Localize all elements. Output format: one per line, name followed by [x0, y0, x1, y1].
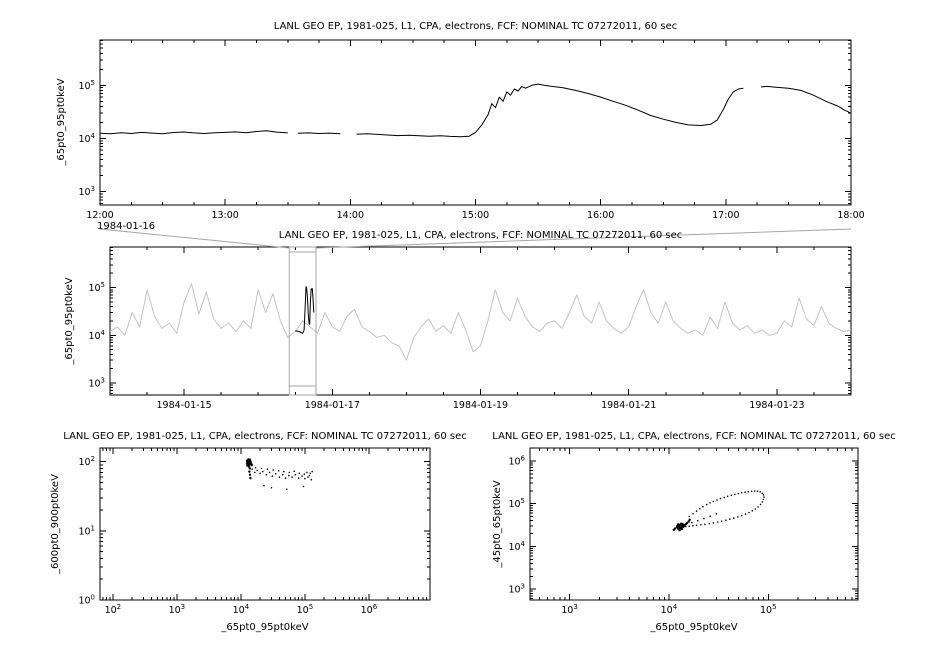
- inner_streak: [691, 513, 718, 524]
- context-timeseries-group: 1984-01-15 1984-01-17 1984-01-19 1984-01-21…: [88, 246, 852, 411]
- selected_segment_flux-line: [295, 286, 315, 334]
- svg-text:13:00: 13:00: [211, 210, 238, 221]
- svg-text:105: 105: [297, 603, 314, 616]
- plot-frame: [109, 246, 852, 396]
- svg-text:103: 103: [508, 583, 525, 596]
- svg-text:12:00: 12:00: [86, 210, 113, 221]
- zoom-connector-right: [315, 228, 852, 249]
- plot3-ylabel: _600pt0_900pt0keV: [50, 474, 61, 574]
- plot2-title: LANL GEO EP, 1981-025, L1, CPA, electron…: [278, 230, 683, 241]
- svg-text:104: 104: [233, 603, 250, 616]
- svg-text:104: 104: [661, 603, 678, 616]
- svg-text:106: 106: [508, 454, 525, 467]
- svg-text:105: 105: [760, 603, 777, 616]
- svg-text:103: 103: [78, 185, 95, 198]
- plot2-ylabel: _65pt0_95pt0keV: [64, 277, 75, 365]
- svg-text:100: 100: [78, 594, 95, 607]
- svg-text:15:00: 15:00: [462, 210, 489, 221]
- svg-text:104: 104: [88, 329, 105, 342]
- flux_65_95keV-line: [99, 83, 852, 138]
- plot1-title: LANL GEO EP, 1981-025, L1, CPA, electron…: [273, 21, 678, 32]
- zoom-connector-left: [99, 228, 290, 249]
- svg-text:14:00: 14:00: [337, 210, 364, 221]
- svg-text:1984-01-21: 1984-01-21: [601, 400, 656, 411]
- svg-text:101: 101: [78, 524, 95, 537]
- svg-text:18:00: 18:00: [837, 210, 864, 221]
- svg-text:105: 105: [78, 79, 95, 92]
- plot1-ylabel: _65pt0_95pt0keV: [56, 78, 67, 166]
- svg-text:1984-01-15: 1984-01-15: [156, 400, 211, 411]
- loop_upper_arc: [688, 490, 765, 518]
- svg-text:17:00: 17:00: [712, 210, 739, 221]
- plot1-date-label: 1984-01-16: [97, 221, 156, 232]
- zoomed-timeseries-group: 12:00 13:00 14:00 15:00 16:00 17:00 18:00 103 10…: [78, 39, 865, 221]
- svg-text:104: 104: [508, 540, 525, 553]
- svg-text:104: 104: [78, 132, 95, 145]
- svg-text:103: 103: [561, 603, 578, 616]
- zoom-selection-band-graphic[interactable]: [288, 246, 317, 396]
- svg-text:1984-01-19: 1984-01-19: [453, 400, 508, 411]
- plot4-title: LANL GEO EP, 1981-025, L1, CPA, electron…: [492, 431, 896, 442]
- scatter_trail: [251, 466, 314, 491]
- scatter-45-65-vs-65-95-group: 103 104 105 103 104 105 106: [508, 447, 859, 616]
- svg-text:103: 103: [88, 376, 105, 389]
- svg-text:102: 102: [78, 455, 95, 468]
- plot-frame: [529, 447, 859, 601]
- dense_cluster: [672, 518, 691, 532]
- svg-text:102: 102: [105, 603, 122, 616]
- dense_cluster: [245, 458, 253, 480]
- svg-text:106: 106: [361, 603, 378, 616]
- plot-frame: [99, 39, 852, 206]
- plot3-title: LANL GEO EP, 1981-025, L1, CPA, electron…: [63, 431, 467, 442]
- svg-text:16:00: 16:00: [587, 210, 614, 221]
- svg-text:105: 105: [508, 497, 525, 510]
- full_interval_flux-line: [109, 283, 852, 361]
- svg-text:105: 105: [88, 281, 105, 294]
- svg-text:1984-01-23: 1984-01-23: [749, 400, 804, 411]
- plot3-xlabel: _65pt0_95pt0keV: [221, 622, 309, 633]
- scatter-600-900-vs-65-95-group: 102 103 104 105 106 100 101 102: [78, 447, 431, 616]
- loop_lower_arc: [685, 506, 759, 528]
- plot4-xlabel: _65pt0_95pt0keV: [650, 622, 738, 633]
- zoom-selection-band[interactable]: [289, 247, 316, 395]
- svg-text:1984-01-17: 1984-01-17: [305, 400, 360, 411]
- plot4-ylabel: _45pt0_65pt0keV: [492, 480, 503, 568]
- svg-text:103: 103: [169, 603, 186, 616]
- plot-frame: [99, 447, 431, 601]
